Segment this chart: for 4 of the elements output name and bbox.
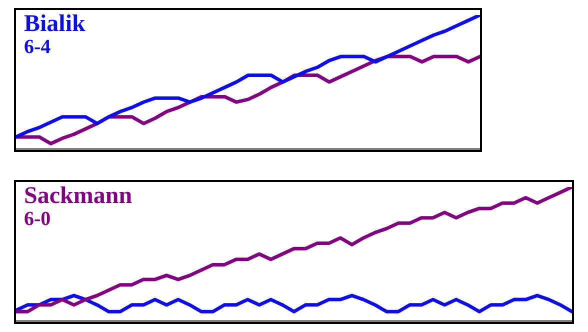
text: 6-0: [24, 208, 52, 230]
chart-title: Sackmann: [24, 183, 132, 210]
chart-title: Bialik: [24, 11, 86, 38]
text: 6-4: [24, 36, 52, 58]
